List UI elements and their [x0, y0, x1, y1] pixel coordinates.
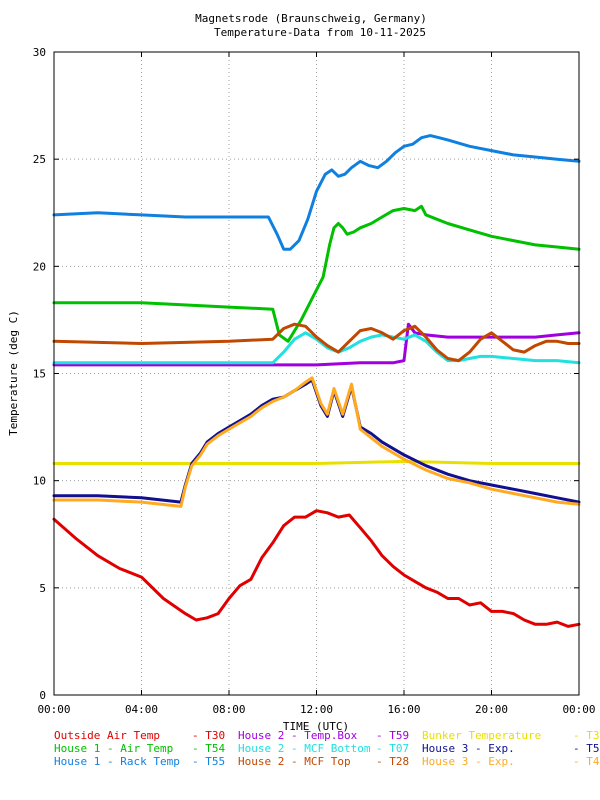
legend: Outside Air Temp - T30 House 2 - Temp.Box -… [54, 729, 600, 768]
chart-title: Magnetsrode (Braunschweig, Germany) [195, 12, 427, 25]
x-tick-label: 08:00 [212, 703, 245, 716]
y-tick-label: 10 [33, 475, 46, 488]
legend-sensor: - T49 [573, 755, 600, 768]
legend-label: Outside Air Temp [54, 729, 160, 742]
y-tick-label: 25 [33, 153, 46, 166]
x-tick-label: 00:00 [562, 703, 595, 716]
series-line-t54 [52, 204, 581, 343]
x-tick-label: 20:00 [475, 703, 508, 716]
legend-sensor: - T31 [573, 729, 600, 742]
legend-sensor: - T54 [192, 742, 225, 755]
legend-label: House 3 - Exp. [422, 742, 515, 755]
x-tick-label: 00:00 [37, 703, 70, 716]
legend-label: House 2 - MCF Bottom [238, 742, 371, 755]
legend-sensor: - T07 [376, 742, 409, 755]
legend-label: House 3 - Exp. [422, 755, 515, 768]
series-line-t49 [52, 376, 581, 508]
y-tick-label: 20 [33, 260, 46, 273]
series-group [52, 134, 581, 628]
legend-sensor: - T59 [376, 729, 409, 742]
legend-sensor: - T51 [573, 742, 600, 755]
x-axis-label: TIME (UTC) [283, 720, 349, 733]
series-line-t28 [52, 322, 581, 363]
legend-sensor: - T28 [376, 755, 409, 768]
legend-label: House 1 - Rack Temp [54, 755, 180, 768]
x-tick-label: 12:00 [300, 703, 333, 716]
legend-label: House 2 - MCF Top [238, 755, 351, 768]
y-tick-label: 15 [33, 368, 46, 381]
x-tick-label: 16:00 [387, 703, 420, 716]
legend-sensor: - T55 [192, 755, 225, 768]
legend-label: House 1 - Air Temp [54, 742, 173, 755]
series-line-t55 [52, 134, 581, 251]
y-tick-label: 30 [33, 46, 46, 59]
series-line-t59 [52, 322, 581, 367]
series-line-t31 [52, 459, 581, 465]
axis-ticks: 00:00 04:00 08:00 12:00 16:00 20:00 00:0005101… [33, 46, 596, 716]
y-tick-label: 0 [39, 689, 46, 702]
y-axis-label: Temperature (deg C) [7, 310, 20, 436]
y-tick-label: 5 [39, 582, 46, 595]
legend-label: Bunker Temperature [422, 729, 541, 742]
legend-sensor: - T30 [192, 729, 225, 742]
legend-label: House 2 - Temp.Box [238, 729, 358, 742]
grid-lines [54, 52, 579, 695]
x-tick-label: 04:00 [125, 703, 158, 716]
series-line-t30 [52, 509, 581, 628]
chart-subtitle: Temperature-Data from 10-11-2025 [214, 26, 426, 39]
